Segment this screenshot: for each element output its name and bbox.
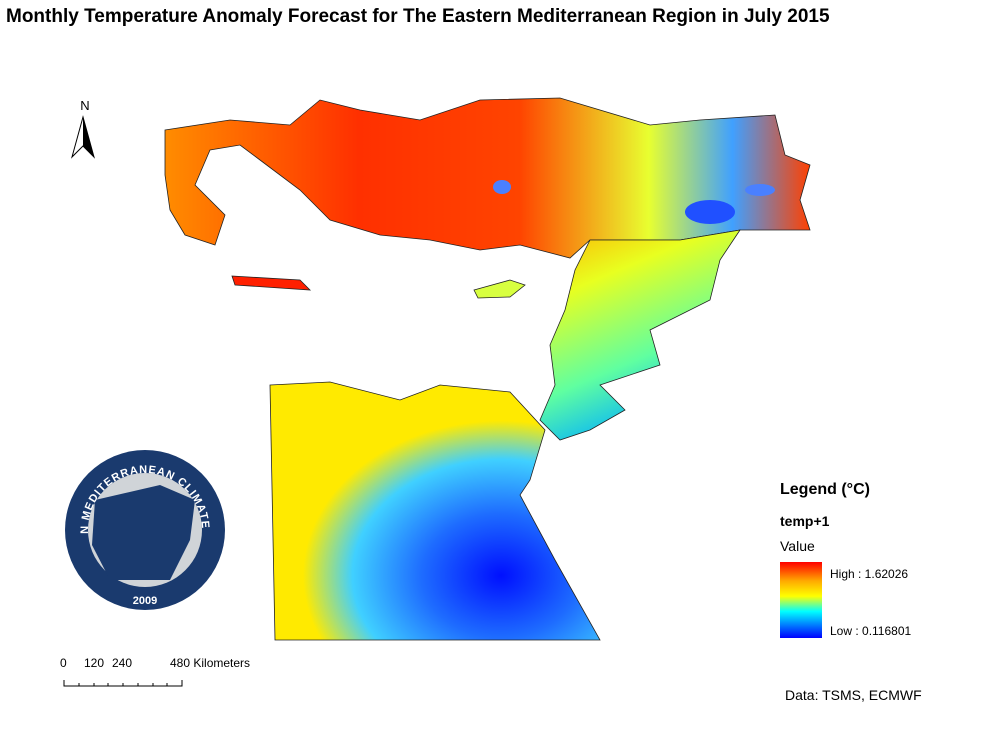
logo-year: 2009	[133, 595, 157, 607]
levant	[539, 229, 741, 441]
legend-title: Legend (°C)	[780, 481, 870, 498]
legend-low: Low : 0.116801	[830, 624, 912, 638]
lakes	[493, 180, 775, 224]
scale-label: 120	[84, 656, 104, 670]
north-label: N	[80, 98, 89, 113]
logo: EASTERN MEDITERRANEAN CLIMATE CENTRE 200…	[0, 0, 225, 610]
crete	[231, 275, 312, 291]
logo-name: EASTERN MEDITERRANEAN CLIMATE CENTRE	[0, 0, 211, 534]
cyprus	[473, 279, 526, 299]
legend-layer: temp+1	[780, 513, 830, 529]
scale-label: 0	[60, 656, 67, 670]
north-arrow-half	[83, 117, 94, 157]
scale-line	[63, 680, 183, 687]
scale-bar: 0 120 240 480 Kilometers	[60, 656, 250, 687]
logo-name-path: EASTERN MEDITERRANEAN CLIMATE CENTRE	[0, 0, 210, 534]
map-regions	[164, 97, 811, 641]
logo-map	[92, 485, 195, 580]
scale-label: 480 Kilometers	[170, 656, 250, 670]
legend-ramp	[780, 562, 822, 638]
legend-field: Value	[780, 538, 815, 554]
map-title: Monthly Temperature Anomaly Forecast for…	[6, 6, 830, 27]
legend-high: High : 1.62026	[830, 567, 908, 581]
egypt	[269, 381, 601, 641]
data-source: Data: TSMS, ECMWF	[785, 687, 922, 703]
turkey-greece	[164, 97, 811, 259]
scale-label: 240	[112, 656, 132, 670]
